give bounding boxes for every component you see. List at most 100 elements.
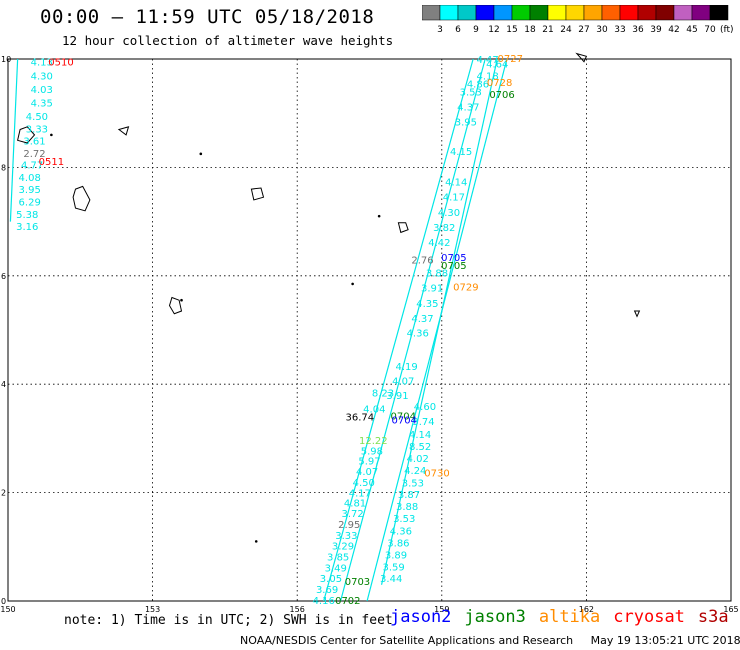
track-value-label: 0729 xyxy=(453,283,478,294)
colorbar-swatch xyxy=(511,5,531,21)
track-line xyxy=(340,58,486,602)
track-value-label: 3.53 xyxy=(460,88,482,99)
track-value-label: 4.35 xyxy=(31,98,53,109)
colorbar-swatch xyxy=(565,5,585,21)
track-value-label: 3.33 xyxy=(26,124,48,135)
colorbar-swatch xyxy=(637,5,657,21)
colorbar-tick-label: 6 xyxy=(455,25,461,35)
track-value-label: 0704 xyxy=(391,412,416,423)
track-value-label: 3.74 xyxy=(412,417,434,428)
swh-colorbar: 3 6 9 12 15 18 21 24 27 30 33 36 39 42 45 70 (ft) xyxy=(422,5,734,35)
colorbar-swatch xyxy=(583,5,603,21)
colorbar-tick-label: 21 xyxy=(542,25,553,35)
track-value-label: 8.52 xyxy=(409,442,431,453)
colorbar-tick-label: 45 xyxy=(686,25,697,35)
track-value-label: 3.82 xyxy=(433,223,455,234)
track-value-label: 4.30 xyxy=(438,208,460,219)
track-line xyxy=(380,58,498,585)
track-value-label: 3.87 xyxy=(398,490,420,501)
colorbar-tick-label: 36 xyxy=(632,25,644,35)
track-value-label: 0706 xyxy=(489,90,514,101)
colorbar-swatch xyxy=(709,5,729,21)
track-value-label: 3.59 xyxy=(382,562,404,573)
y-tick-label: 10 xyxy=(1,55,11,64)
track-value-label: 4.37 xyxy=(457,103,479,114)
track-value-label: 36.74 xyxy=(346,413,375,424)
colorbar-tick-label: 9 xyxy=(473,25,479,35)
track-value-label: 3.49 xyxy=(325,563,347,574)
colorbar-tick-label: 12 xyxy=(488,25,499,35)
track-value-label: 4.30 xyxy=(31,71,53,82)
track-value-label: 3.91 xyxy=(386,391,408,402)
track-value-label: 0703 xyxy=(345,577,370,588)
colorbar-tick-label: 15 xyxy=(506,25,517,35)
island-outline xyxy=(117,126,130,136)
track-value-label: 4.18 xyxy=(476,71,498,82)
track-line xyxy=(323,58,474,602)
track-value-label: 3.95 xyxy=(455,117,477,128)
map-grid xyxy=(8,59,731,601)
colorbar-swatch xyxy=(457,5,477,21)
y-tick-label: 6 xyxy=(1,272,6,281)
atoll-dot xyxy=(377,214,381,218)
legend-s3a: s3a xyxy=(697,607,729,627)
x-tick-label: 150 xyxy=(0,605,15,614)
track-value-label: 4.35 xyxy=(416,299,438,310)
colorbar-swatch xyxy=(422,5,441,21)
track-value-label: 3.33 xyxy=(335,531,357,542)
track-value-label: 4.19 xyxy=(395,362,417,373)
track-value-label: 0705 xyxy=(441,261,466,272)
track-value-label: 4.03 xyxy=(31,85,53,96)
track-value-label: 2.76 xyxy=(411,256,433,267)
track-value-label: 4.36 xyxy=(390,527,412,538)
page-title: 00:00 – 11:59 UTC 05/18/2018 xyxy=(40,6,375,28)
track-value-label: 4.08 xyxy=(19,173,41,184)
track-value-label: 4.50 xyxy=(26,112,48,123)
track-value-label: 4.13 xyxy=(31,58,53,69)
track-value-label: 3.88 xyxy=(426,269,448,280)
track-value-label: 3.69 xyxy=(316,585,338,596)
island-outline xyxy=(250,187,265,201)
track-value-label: 2.72 xyxy=(23,149,45,160)
track-value-label: 4.07 xyxy=(392,376,414,387)
colorbar-swatch xyxy=(619,5,639,21)
track-value-label: 4.14 xyxy=(409,430,431,441)
colorbar-swatch xyxy=(493,5,513,21)
island-outline xyxy=(575,52,588,63)
y-tick-label: 0 xyxy=(1,597,6,606)
track-value-label: 3.72 xyxy=(341,509,363,520)
island-outline xyxy=(168,296,183,315)
track-labels: 4.134.304.034.354.503.333.612.724.774.08… xyxy=(16,54,523,607)
colorbar-tick-label: 24 xyxy=(560,25,572,35)
track-value-label: 2.95 xyxy=(338,520,360,531)
track-value-label: 8.23 xyxy=(372,388,394,399)
colorbar-swatch xyxy=(439,5,459,21)
track-value-label: 4.07 xyxy=(356,467,378,478)
colorbar-swatch xyxy=(529,5,549,21)
track-value-label: 4.04 xyxy=(363,405,385,416)
colorbar-tick-label: 33 xyxy=(614,25,625,35)
colorbar-tick-label: 70 xyxy=(704,25,716,35)
track-value-label: 3.88 xyxy=(396,502,418,513)
track-value-label: 4.14 xyxy=(445,177,467,188)
pohnpei-island xyxy=(397,222,409,234)
track-value-label: 3.95 xyxy=(19,185,41,196)
atoll-dot xyxy=(199,152,203,156)
track-line xyxy=(9,58,19,222)
track-value-label: 3.29 xyxy=(332,542,354,553)
satellite-tracks xyxy=(9,58,508,602)
colorbar-tick-label: 27 xyxy=(578,25,589,35)
track-value-label: 4.42 xyxy=(428,238,450,249)
track-value-label: 3.61 xyxy=(23,136,45,147)
footer-note: note: 1) Time is in UTC; 2) SWH is in fe… xyxy=(64,613,393,628)
track-value-label: 4.77 xyxy=(21,161,43,172)
colorbar-tick-label: 39 xyxy=(650,25,662,35)
map-border xyxy=(7,58,732,602)
track-value-label: 0702 xyxy=(335,596,360,607)
track-value-label: 4.64 xyxy=(486,59,508,70)
track-value-label: 4.81 xyxy=(344,498,366,509)
track-value-label: 4.50 xyxy=(353,478,375,489)
legend-cryosat: cryosat xyxy=(613,607,685,627)
track-value-label: 3.85 xyxy=(327,553,349,564)
